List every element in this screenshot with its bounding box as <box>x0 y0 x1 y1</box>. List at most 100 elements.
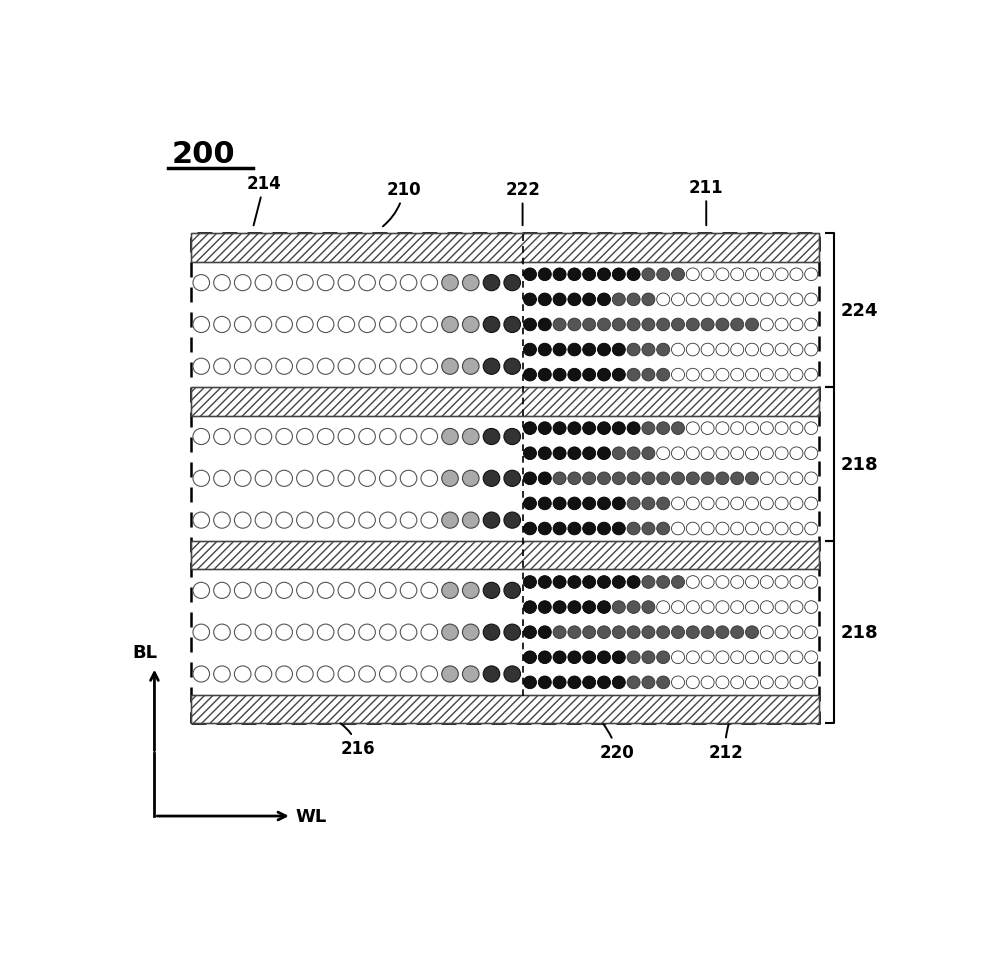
Circle shape <box>805 472 818 485</box>
Circle shape <box>234 470 251 487</box>
Circle shape <box>746 522 759 535</box>
Circle shape <box>523 651 536 664</box>
Circle shape <box>193 583 210 599</box>
Circle shape <box>731 448 744 460</box>
Circle shape <box>359 512 375 529</box>
Circle shape <box>553 369 566 381</box>
Circle shape <box>657 677 670 689</box>
Circle shape <box>553 626 566 639</box>
Circle shape <box>462 666 479 683</box>
Circle shape <box>380 512 396 529</box>
Circle shape <box>553 601 566 614</box>
Circle shape <box>775 626 788 639</box>
Circle shape <box>359 275 375 291</box>
Circle shape <box>790 677 803 689</box>
Circle shape <box>716 369 729 381</box>
Circle shape <box>483 317 500 333</box>
Circle shape <box>597 626 611 639</box>
Circle shape <box>701 522 714 535</box>
Circle shape <box>597 448 611 460</box>
Circle shape <box>671 422 685 435</box>
Circle shape <box>657 601 670 614</box>
Circle shape <box>317 625 334 641</box>
Circle shape <box>483 666 500 683</box>
Circle shape <box>716 677 729 689</box>
Circle shape <box>568 601 581 614</box>
Circle shape <box>523 677 536 689</box>
Circle shape <box>775 319 788 332</box>
Circle shape <box>805 344 818 357</box>
Circle shape <box>716 522 729 535</box>
Text: 214: 214 <box>247 175 282 226</box>
Circle shape <box>701 576 714 589</box>
Circle shape <box>338 275 355 291</box>
Circle shape <box>483 470 500 487</box>
Circle shape <box>686 293 699 306</box>
Circle shape <box>642 522 655 535</box>
Circle shape <box>421 512 438 529</box>
Bar <box>191 542 819 570</box>
Circle shape <box>400 470 417 487</box>
Circle shape <box>297 317 313 333</box>
Circle shape <box>657 522 670 535</box>
Circle shape <box>701 472 714 485</box>
Circle shape <box>338 512 355 529</box>
Circle shape <box>583 626 596 639</box>
Circle shape <box>627 472 640 485</box>
Text: 218: 218 <box>840 456 878 473</box>
Circle shape <box>234 429 251 445</box>
Circle shape <box>746 677 759 689</box>
Circle shape <box>642 677 655 689</box>
Circle shape <box>612 498 625 511</box>
Circle shape <box>359 583 375 599</box>
Bar <box>191 542 819 570</box>
Circle shape <box>701 344 714 357</box>
Text: 220: 220 <box>600 725 635 761</box>
Circle shape <box>523 369 536 381</box>
Circle shape <box>701 269 714 282</box>
Circle shape <box>597 601 611 614</box>
Circle shape <box>746 269 759 282</box>
Circle shape <box>568 522 581 535</box>
Circle shape <box>597 269 611 282</box>
Circle shape <box>671 344 685 357</box>
Circle shape <box>805 522 818 535</box>
Circle shape <box>214 429 230 445</box>
Circle shape <box>597 293 611 306</box>
Circle shape <box>297 275 313 291</box>
Circle shape <box>214 359 230 375</box>
Circle shape <box>731 626 744 639</box>
Circle shape <box>746 576 759 589</box>
Circle shape <box>553 576 566 589</box>
Circle shape <box>686 344 699 357</box>
Circle shape <box>380 470 396 487</box>
Circle shape <box>790 601 803 614</box>
Circle shape <box>553 498 566 511</box>
Circle shape <box>775 422 788 435</box>
Circle shape <box>731 319 744 332</box>
Circle shape <box>716 601 729 614</box>
Bar <box>191 695 819 724</box>
Circle shape <box>657 472 670 485</box>
Circle shape <box>731 601 744 614</box>
Circle shape <box>627 422 640 435</box>
Circle shape <box>359 470 375 487</box>
Text: BL: BL <box>133 644 158 661</box>
Circle shape <box>338 359 355 375</box>
Circle shape <box>686 522 699 535</box>
Circle shape <box>504 512 521 529</box>
Circle shape <box>359 666 375 683</box>
Circle shape <box>583 522 596 535</box>
Circle shape <box>538 626 551 639</box>
Circle shape <box>442 429 458 445</box>
Circle shape <box>583 601 596 614</box>
Circle shape <box>805 293 818 306</box>
Circle shape <box>627 626 640 639</box>
Circle shape <box>760 369 773 381</box>
Circle shape <box>297 512 313 529</box>
Circle shape <box>716 344 729 357</box>
Circle shape <box>553 677 566 689</box>
Circle shape <box>642 576 655 589</box>
Circle shape <box>400 429 417 445</box>
Circle shape <box>612 369 625 381</box>
